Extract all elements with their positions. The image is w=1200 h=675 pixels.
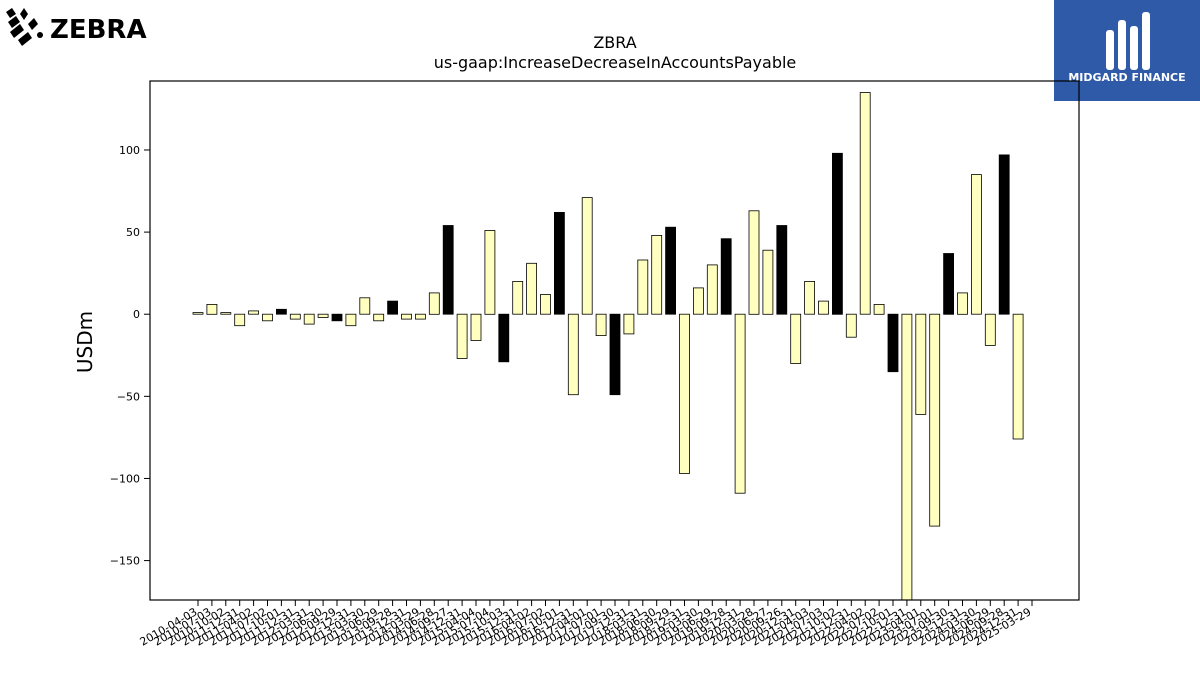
zebra-logo-text: ZEBRA — [50, 15, 147, 45]
bar-2011-07-02 — [262, 313, 273, 322]
bar-2014-09-27 — [442, 225, 454, 315]
bar-2013-12-31 — [401, 313, 412, 320]
y-tick-label: 0 — [133, 308, 140, 321]
bar-2010-10-02 — [220, 312, 232, 315]
bar-2012-03-31 — [303, 313, 315, 325]
bar-2017-09-30 — [609, 313, 621, 396]
bar-series — [192, 92, 1024, 601]
bar-2021-12-31 — [845, 313, 857, 338]
zebra-stripes-icon — [6, 8, 43, 46]
bar-2012-06-30 — [317, 313, 329, 318]
y-tick-label: −150 — [110, 555, 140, 568]
bar-2023-04-01 — [915, 313, 927, 415]
bar-2024-12-31 — [1012, 313, 1024, 440]
chart-title: ZBRA — [593, 33, 636, 52]
bar-2011-04-02 — [248, 310, 260, 315]
bar-2022-07-02 — [873, 303, 885, 315]
bar-2017-07-01 — [595, 313, 607, 337]
bar-2018-09-29 — [665, 226, 676, 315]
bar-2014-06-28 — [428, 292, 440, 315]
bar-2014-03-29 — [414, 313, 426, 320]
bar-2022-12-31 — [901, 313, 913, 601]
bar-2010-07-03 — [206, 303, 218, 315]
y-axis-label: USDm — [73, 311, 97, 373]
bar-2013-03-30 — [359, 297, 371, 315]
bar-2015-04-04 — [470, 313, 482, 341]
chart-subtitle: us-gaap:IncreaseDecreaseInAccountsPayabl… — [434, 53, 797, 72]
bar-2016-07-02 — [540, 294, 551, 315]
bar-2018-03-31 — [637, 259, 649, 315]
bar-2024-06-29 — [984, 313, 996, 346]
bar-2018-12-31 — [679, 313, 690, 474]
bar-2021-04-03 — [804, 280, 815, 315]
y-axis: 100 50 0 −50 −100 −150 — [110, 144, 150, 568]
bar-2012-09-29 — [331, 313, 343, 322]
midgard-emblem-icon — [1106, 12, 1150, 70]
bar-2024-09-28 — [998, 154, 1010, 315]
bar-2022-10-01 — [887, 313, 899, 373]
bar-2023-07-01 — [929, 313, 941, 527]
bar-2023-12-31 — [957, 292, 968, 315]
y-tick-label: −50 — [117, 390, 140, 403]
bar-2019-12-31 — [734, 313, 746, 494]
bar-2016-04-02 — [526, 262, 537, 315]
bar-2015-10-03 — [498, 313, 510, 363]
x-axis: 2010-04-032010-07-032010-10-022011-12-31… — [138, 600, 1034, 649]
zebra-logo: ZEBRA — [4, 4, 154, 52]
midgard-finance-logo: MIDGARD FINANCE — [1054, 0, 1200, 101]
bar-2014-12-31 — [456, 313, 468, 359]
bar-2010-04-03 — [192, 312, 204, 315]
bar-2020-06-27 — [762, 249, 774, 315]
bar-2018-06-30 — [651, 234, 663, 315]
bar-2020-03-28 — [748, 210, 760, 315]
bar-2016-10-01 — [554, 211, 565, 315]
bar-2016-12-31 — [567, 313, 579, 396]
bar-2023-09-30 — [943, 253, 954, 315]
bar-2015-12-31 — [512, 280, 524, 315]
bar-2019-09-28 — [720, 238, 732, 315]
midgard-logo-text: MIDGARD FINANCE — [1068, 71, 1185, 84]
bar-2010-12-31 — [234, 313, 246, 327]
y-tick-label: 50 — [126, 226, 140, 239]
bar-2019-03-30 — [693, 287, 704, 315]
y-tick-label: 100 — [119, 144, 140, 157]
bar-2011-10-01 — [275, 308, 287, 315]
bar-2020-12-31 — [790, 313, 802, 364]
y-tick-label: −100 — [110, 472, 140, 485]
bar-2020-09-26 — [776, 225, 788, 315]
bar-2019-06-29 — [706, 264, 718, 315]
bar-2021-07-03 — [818, 300, 829, 315]
bar-2022-04-02 — [859, 92, 871, 315]
bar-2013-09-28 — [387, 300, 399, 315]
bar-2021-10-02 — [832, 152, 843, 315]
bar-2017-12-31 — [623, 313, 635, 335]
bar-2012-12-31 — [345, 313, 357, 327]
bar-2017-04-01 — [581, 197, 593, 315]
bar-2011-12-31 — [289, 313, 301, 320]
bar-2015-07-04 — [484, 230, 496, 315]
bar-2024-03-30 — [971, 174, 982, 315]
bar-2013-06-29 — [373, 313, 385, 322]
